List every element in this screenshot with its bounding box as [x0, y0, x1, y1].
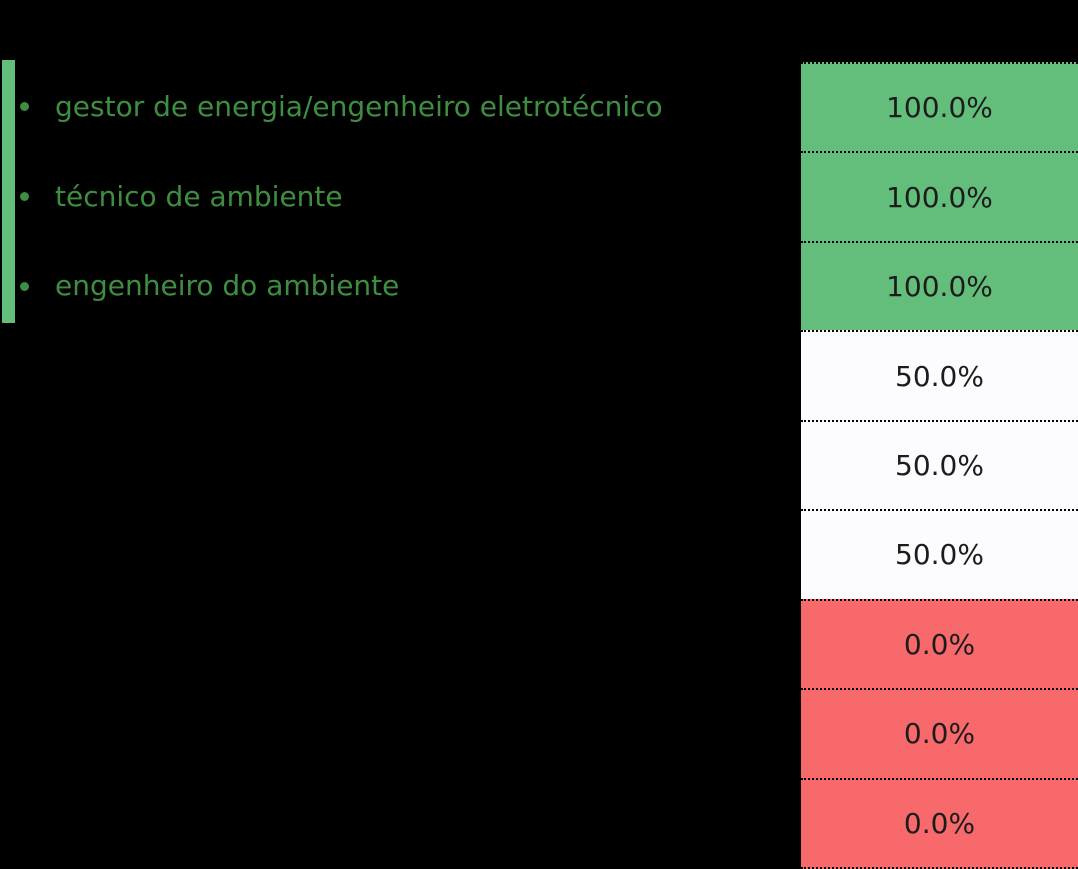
score-cell: 50.0%: [801, 509, 1078, 599]
score-value: 50.0%: [895, 359, 984, 393]
score-cell: 50.0%: [801, 330, 1078, 420]
bullet-icon: [20, 192, 29, 202]
job-label: engenheiro do ambiente: [55, 269, 400, 303]
job-list: gestor de energia/engenheiro eletrotécni…: [0, 62, 790, 331]
list-item: gestor de energia/engenheiro eletrotécni…: [0, 62, 790, 152]
list-item: técnico de ambiente: [0, 152, 790, 242]
score-value: 50.0%: [895, 538, 984, 572]
score-value: 0.0%: [903, 806, 976, 840]
accent-bar: [2, 60, 15, 323]
score-column: 100.0% 100.0% 100.0% 50.0% 50.0% 50.0% 0…: [801, 62, 1078, 869]
score-value: 0.0%: [903, 627, 976, 661]
list-item: engenheiro do ambiente: [0, 241, 790, 331]
bullet-icon: [20, 102, 29, 112]
score-cell: 0.0%: [801, 598, 1078, 689]
score-cell: 50.0%: [801, 419, 1078, 510]
score-value: 100.0%: [886, 180, 993, 214]
score-cell: 0.0%: [801, 688, 1078, 778]
score-value: 0.0%: [903, 717, 976, 751]
score-value: 100.0%: [886, 91, 993, 125]
bullet-icon: [20, 281, 29, 291]
score-value: 50.0%: [895, 448, 984, 482]
job-label: técnico de ambiente: [55, 179, 343, 213]
score-cell: 0.0%: [801, 777, 1078, 869]
score-cell: 100.0%: [801, 240, 1078, 331]
job-label: gestor de energia/engenheiro eletrotécni…: [55, 89, 663, 123]
score-value: 100.0%: [886, 270, 993, 304]
score-cell: 100.0%: [801, 151, 1078, 241]
score-cell: 100.0%: [801, 62, 1078, 152]
